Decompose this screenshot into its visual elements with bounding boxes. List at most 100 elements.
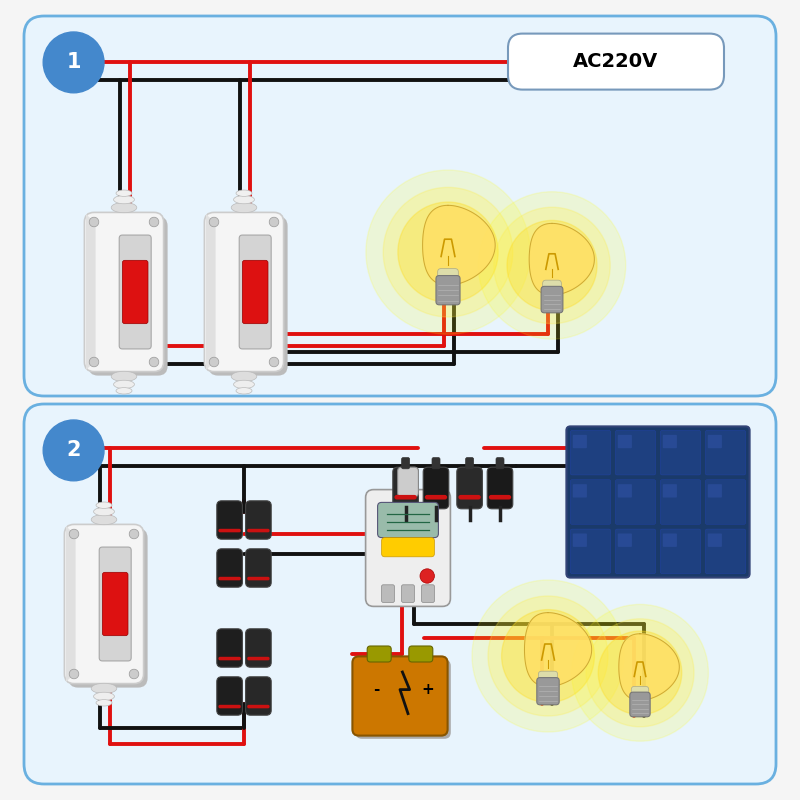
Circle shape (149, 218, 158, 227)
Text: AC220V: AC220V (574, 52, 658, 71)
Circle shape (488, 596, 608, 716)
Circle shape (90, 357, 99, 366)
FancyBboxPatch shape (508, 34, 724, 90)
Ellipse shape (236, 190, 252, 196)
Polygon shape (619, 634, 679, 700)
Text: +: + (422, 682, 434, 697)
FancyBboxPatch shape (615, 480, 656, 524)
Polygon shape (525, 613, 592, 686)
Circle shape (507, 221, 597, 310)
Ellipse shape (91, 683, 117, 694)
Circle shape (598, 631, 682, 714)
FancyBboxPatch shape (706, 430, 746, 475)
FancyBboxPatch shape (119, 235, 151, 349)
Ellipse shape (96, 502, 112, 509)
FancyBboxPatch shape (436, 275, 460, 305)
FancyBboxPatch shape (489, 495, 511, 499)
Circle shape (398, 202, 498, 302)
Ellipse shape (234, 195, 254, 204)
FancyBboxPatch shape (706, 529, 746, 574)
Polygon shape (422, 206, 495, 285)
FancyBboxPatch shape (217, 501, 242, 539)
FancyBboxPatch shape (662, 484, 677, 498)
FancyBboxPatch shape (366, 490, 450, 606)
FancyBboxPatch shape (661, 480, 701, 524)
FancyBboxPatch shape (217, 677, 242, 715)
FancyBboxPatch shape (573, 534, 587, 547)
Circle shape (43, 32, 104, 93)
FancyBboxPatch shape (402, 458, 410, 469)
FancyBboxPatch shape (378, 502, 438, 538)
FancyBboxPatch shape (246, 677, 271, 715)
Ellipse shape (96, 699, 112, 706)
Circle shape (478, 192, 626, 339)
FancyBboxPatch shape (708, 534, 722, 547)
FancyBboxPatch shape (438, 269, 458, 286)
FancyBboxPatch shape (24, 16, 776, 396)
FancyBboxPatch shape (239, 235, 271, 349)
FancyBboxPatch shape (352, 656, 448, 736)
FancyBboxPatch shape (541, 286, 563, 313)
FancyBboxPatch shape (218, 529, 241, 532)
Circle shape (129, 530, 139, 539)
Polygon shape (86, 214, 96, 370)
FancyBboxPatch shape (631, 686, 649, 701)
Text: -: - (373, 682, 379, 697)
Circle shape (502, 610, 594, 702)
FancyBboxPatch shape (566, 426, 750, 578)
Text: 1: 1 (66, 53, 81, 73)
Circle shape (383, 187, 513, 317)
FancyBboxPatch shape (708, 435, 722, 448)
FancyBboxPatch shape (618, 435, 632, 448)
FancyBboxPatch shape (382, 585, 394, 602)
FancyBboxPatch shape (69, 528, 147, 688)
FancyBboxPatch shape (24, 404, 776, 784)
FancyBboxPatch shape (393, 467, 418, 509)
FancyBboxPatch shape (218, 577, 241, 580)
FancyBboxPatch shape (425, 495, 447, 499)
Text: 2: 2 (66, 440, 81, 460)
Ellipse shape (236, 388, 252, 394)
FancyBboxPatch shape (208, 216, 288, 376)
Circle shape (210, 357, 219, 366)
Ellipse shape (114, 380, 134, 389)
FancyBboxPatch shape (661, 529, 701, 574)
FancyBboxPatch shape (218, 705, 241, 708)
FancyBboxPatch shape (247, 529, 270, 532)
Circle shape (269, 357, 279, 366)
FancyBboxPatch shape (573, 484, 587, 498)
FancyBboxPatch shape (542, 280, 562, 296)
FancyBboxPatch shape (615, 430, 656, 475)
FancyBboxPatch shape (394, 495, 417, 499)
FancyBboxPatch shape (217, 549, 242, 587)
Ellipse shape (234, 380, 254, 389)
Circle shape (571, 605, 709, 741)
Circle shape (420, 569, 434, 583)
Ellipse shape (231, 202, 257, 213)
Circle shape (90, 218, 99, 227)
FancyBboxPatch shape (242, 260, 268, 324)
FancyBboxPatch shape (432, 458, 440, 469)
FancyBboxPatch shape (367, 646, 391, 662)
Ellipse shape (111, 202, 137, 213)
FancyBboxPatch shape (356, 659, 451, 739)
Circle shape (210, 218, 219, 227)
FancyBboxPatch shape (246, 501, 271, 539)
FancyBboxPatch shape (706, 480, 746, 524)
FancyBboxPatch shape (618, 484, 632, 498)
FancyBboxPatch shape (247, 657, 270, 660)
Ellipse shape (94, 507, 114, 516)
FancyBboxPatch shape (487, 467, 513, 509)
FancyBboxPatch shape (89, 216, 168, 376)
FancyBboxPatch shape (573, 435, 587, 448)
FancyBboxPatch shape (122, 260, 148, 324)
Ellipse shape (94, 692, 114, 701)
FancyBboxPatch shape (496, 458, 504, 469)
Ellipse shape (114, 195, 134, 204)
Circle shape (472, 580, 624, 732)
FancyBboxPatch shape (218, 657, 241, 660)
FancyBboxPatch shape (423, 467, 449, 509)
FancyBboxPatch shape (615, 529, 656, 574)
FancyBboxPatch shape (205, 213, 284, 371)
Ellipse shape (111, 371, 137, 382)
